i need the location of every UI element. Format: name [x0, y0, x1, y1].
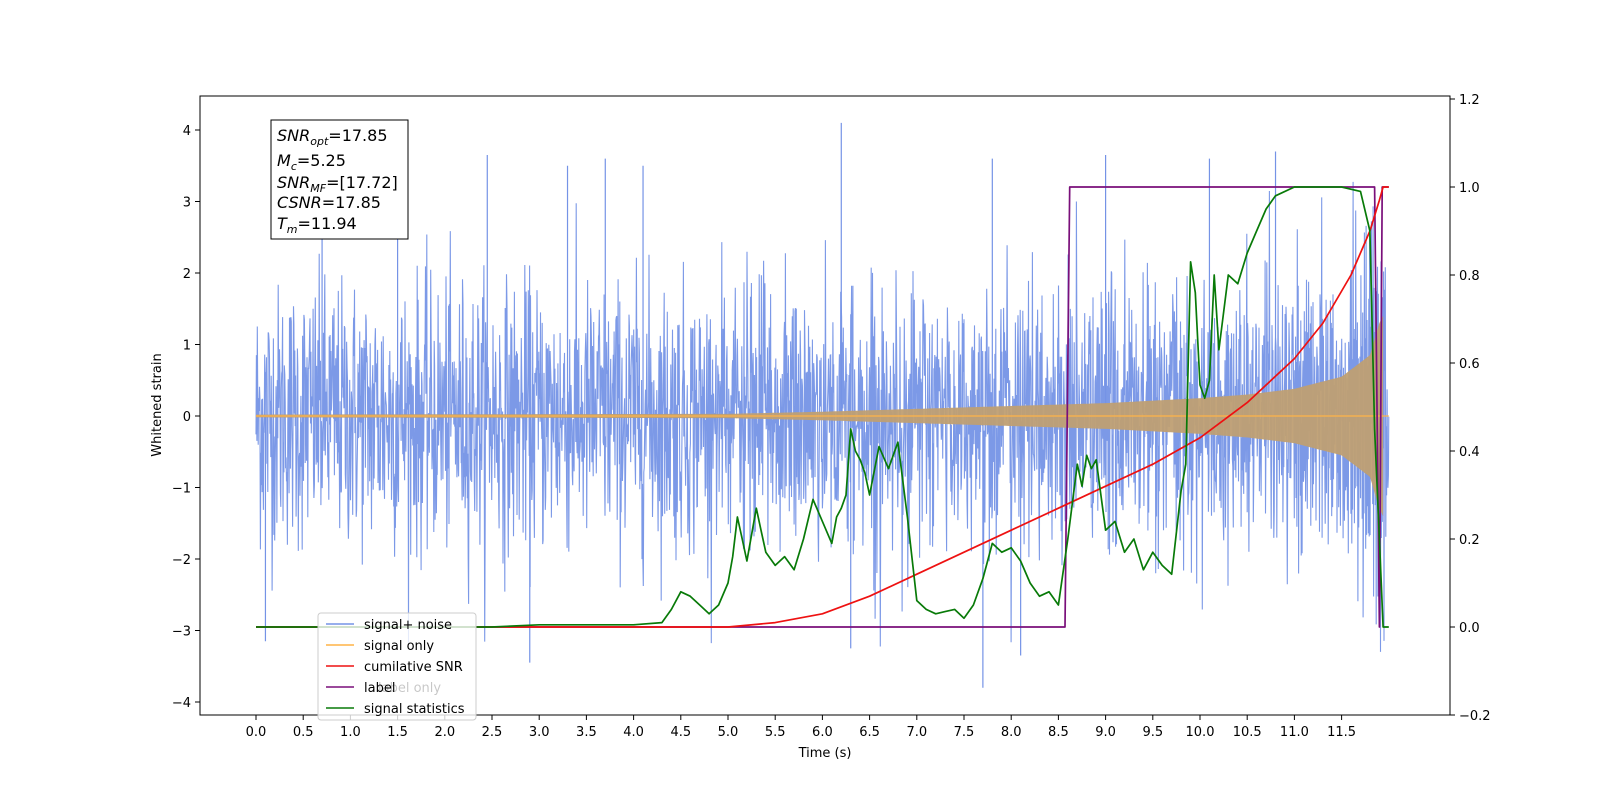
- x-tick-label: 2.5: [482, 725, 503, 740]
- y-left-tick-label: −1: [172, 482, 191, 497]
- x-tick-label: 6.0: [812, 725, 833, 740]
- label-line: [256, 186, 1389, 628]
- x-tick-label: 7.0: [906, 725, 927, 740]
- annotation-snr-mf: SNRMF=[17.72]: [277, 173, 398, 195]
- annotation-frame: [270, 119, 409, 240]
- signal-only-series: [256, 315, 1389, 517]
- x-tick-label: 5.0: [718, 725, 739, 740]
- y-right-tick-label: 0.2: [1459, 533, 1480, 548]
- y-left-tick-label: 1: [183, 339, 191, 354]
- x-tick-label: 1.5: [387, 725, 408, 740]
- x-tick-label: 1.0: [340, 725, 361, 740]
- y-right-tick-label: 0.6: [1459, 357, 1480, 372]
- x-tick-label: 5.5: [765, 725, 786, 740]
- y-left-tick-label: −2: [172, 553, 191, 568]
- x-tick-label: 3.5: [576, 725, 597, 740]
- signal-noise-series: [255, 122, 1390, 688]
- y-right-tick-label: 0.0: [1459, 621, 1480, 636]
- x-tick-label: 10.5: [1233, 725, 1262, 740]
- y-left-axis-ticks: 4 3 2 1 0 −1 −2 −3 −4: [172, 124, 200, 711]
- x-tick-label: 4.0: [623, 725, 644, 740]
- x-tick-label: 6.5: [859, 725, 880, 740]
- y-right-tick-label: 1.0: [1459, 181, 1480, 196]
- y-axis-label: Whitened strain: [150, 353, 165, 456]
- y-left-tick-label: −4: [172, 696, 191, 711]
- signal-statistics-line: [256, 186, 1389, 628]
- x-axis-label: Time (s): [798, 746, 852, 761]
- x-axis-ticks: 0.0 0.5 1.0 1.5 2.0 2.5 3.0 3.5 4.0 4.5 5.0 5.5 6.0 6…: [246, 715, 1356, 740]
- legend: signal+ noise signal only cumilative SNR…: [317, 612, 477, 721]
- y-right-axis-ticks: 1.2 1.0 0.8 0.6 0.4 0.2 0.0 −0.2: [1450, 93, 1491, 724]
- y-right-tick-label: −0.2: [1459, 709, 1491, 724]
- x-tick-label: 0.5: [293, 725, 314, 740]
- y-right-tick-label: 0.4: [1459, 445, 1480, 460]
- legend-label-label: label: [364, 681, 395, 696]
- y-right-tick-label: 0.8: [1459, 269, 1480, 284]
- x-tick-label: 8.0: [1001, 725, 1022, 740]
- legend-label-label-only: label only: [378, 681, 441, 696]
- annotation-box: SNRopt=17.85 Mc=5.25 SNRMF=[17.72] CSNR=…: [270, 119, 409, 240]
- x-tick-label: 0.0: [246, 725, 267, 740]
- x-tick-label: 10.0: [1186, 725, 1215, 740]
- legend-label-signal-only: signal only: [364, 639, 434, 654]
- x-tick-label: 9.5: [1142, 725, 1163, 740]
- annotation-snr-opt: SNRopt=17.85: [277, 126, 388, 148]
- plot-frame: [199, 95, 1451, 716]
- legend-label-signal-statistics: signal statistics: [364, 702, 465, 717]
- x-tick-label: 11.0: [1280, 725, 1309, 740]
- y-left-tick-label: −3: [172, 625, 191, 640]
- x-tick-label: 2.0: [434, 725, 455, 740]
- legend-label-cumulative-snr: cumilative SNR: [364, 660, 463, 675]
- legend-frame: [317, 612, 477, 721]
- y-left-tick-label: 4: [183, 124, 191, 139]
- x-tick-label: 3.0: [529, 725, 550, 740]
- y-left-tick-label: 2: [183, 267, 191, 282]
- legend-label-signal-noise: signal+ noise: [364, 618, 452, 633]
- y-left-tick-label: 3: [183, 196, 191, 211]
- y-right-tick-label: 1.2: [1459, 93, 1480, 108]
- x-tick-label: 11.5: [1327, 725, 1356, 740]
- annotation-tm: Tm=11.94: [277, 214, 357, 236]
- x-tick-label: 8.5: [1048, 725, 1069, 740]
- cumulative-snr-line: [256, 186, 1389, 628]
- annotation-mc: Mc=5.25: [277, 151, 346, 173]
- signal-noise-line: [255, 181, 1390, 652]
- annotation-csnr: CSNR=17.85: [277, 193, 381, 212]
- x-tick-label: 4.5: [670, 725, 691, 740]
- x-tick-label: 9.0: [1095, 725, 1116, 740]
- x-tick-label: 7.5: [954, 725, 975, 740]
- y-left-tick-label: 0: [183, 410, 191, 425]
- right-axis-series: [256, 186, 1389, 628]
